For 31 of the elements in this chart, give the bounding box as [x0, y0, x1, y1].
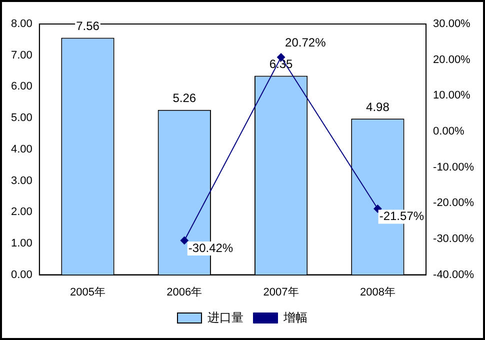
y-tick-label: 8.00	[10, 18, 32, 30]
y2-tick-label: -30.00%	[433, 233, 474, 246]
x-tick-label: 2007年	[263, 286, 299, 298]
y-tick-label: 4.00	[10, 143, 32, 156]
y-tick-label: 2.00	[10, 206, 32, 218]
point	[180, 236, 188, 244]
point	[374, 204, 382, 213]
y2-tick-label: -10.00%	[433, 161, 474, 174]
data-label: -30.42%	[188, 240, 234, 255]
y2-tick-label: 0.00%	[433, 126, 464, 138]
y2-tick-label: 10.00%	[433, 90, 471, 102]
legend-label: 进口量	[208, 310, 244, 324]
data-label: 5.26	[172, 91, 196, 106]
y2-tick-label: -20.00%	[433, 197, 474, 210]
legend-label: 增幅	[282, 310, 308, 324]
y2-tick-label: -40.00%	[433, 268, 474, 281]
y-tick-label: 1.00	[10, 237, 32, 250]
y-tick-label: 7.00	[10, 49, 32, 62]
y-tick-label: 5.00	[10, 112, 32, 124]
y-tick-label: 6.00	[10, 80, 32, 93]
data-label: 4.98	[366, 100, 390, 114]
data-label: 20.72%	[285, 36, 326, 50]
y2-tick-label: 30.00%	[433, 18, 471, 30]
x-tick-label: 2006年	[166, 286, 202, 298]
x-tick-label: 2005年	[70, 286, 106, 298]
data-label: -21.57%	[379, 209, 424, 224]
data-label: 7.56	[76, 19, 100, 34]
y-tick-label: 0.00	[10, 268, 32, 281]
y-tick-label: 3.00	[10, 174, 32, 187]
y2-tick-label: 20.00%	[433, 54, 471, 66]
x-tick-label: 2008年	[360, 286, 396, 298]
